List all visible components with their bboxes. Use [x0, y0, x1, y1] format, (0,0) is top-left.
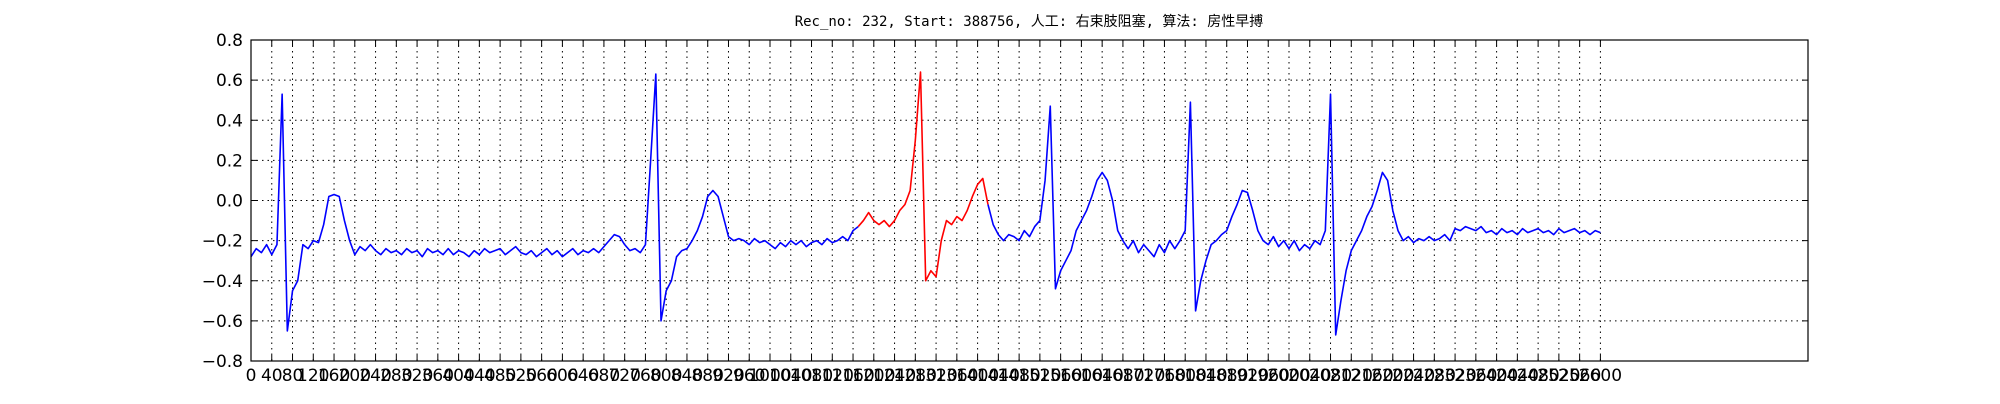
- x-tick-label: 560: [525, 366, 557, 386]
- x-tick-label: 360: [422, 366, 454, 386]
- x-tick-label: 1560: [1039, 366, 1082, 386]
- y-tick-label: −0.2: [202, 232, 243, 252]
- x-tick-label: 2360: [1454, 366, 1497, 386]
- x-tick-label: 840: [671, 366, 703, 386]
- x-tick-label: 520: [505, 366, 537, 386]
- x-tick-label: 960: [733, 366, 765, 386]
- y-tick-label: −0.4: [202, 272, 243, 292]
- x-tick-label: 1280: [894, 366, 937, 386]
- x-tick-label: 1960: [1247, 366, 1290, 386]
- x-tick-label: 2200: [1371, 366, 1414, 386]
- x-tick-label: 0: [246, 366, 257, 386]
- x-tick-label: 1760: [1143, 366, 1186, 386]
- ecg-line: [857, 71, 989, 282]
- plot-frame: [250, 39, 1809, 362]
- x-tick-label: 1400: [956, 366, 999, 386]
- x-tick-label: 2040: [1288, 366, 1331, 386]
- x-tick-label: 1480: [997, 366, 1040, 386]
- y-tick-label: 0.0: [216, 192, 243, 212]
- ecg-line: [250, 73, 1601, 336]
- x-tick-label: 2440: [1496, 366, 1539, 386]
- y-tick-label: 0.4: [216, 111, 243, 131]
- x-tick-label: 1120: [811, 366, 854, 386]
- x-tick-label: 320: [401, 366, 433, 386]
- x-tick-label: 1320: [914, 366, 957, 386]
- x-tick-label: 2320: [1433, 366, 1476, 386]
- x-tick-label: 800: [650, 366, 682, 386]
- x-tick-label: 1800: [1164, 366, 1207, 386]
- x-tick-label: 1360: [935, 366, 978, 386]
- x-tick-label: 80: [282, 366, 304, 386]
- x-tick-label: 120: [297, 366, 329, 386]
- x-tick-label: 1080: [790, 366, 833, 386]
- x-tick-label: 920: [712, 366, 744, 386]
- y-tick-label: 0.8: [216, 31, 243, 51]
- y-tick-label: −0.8: [202, 352, 243, 372]
- x-tick-label: 160: [318, 366, 350, 386]
- y-tick-label: 0.6: [216, 71, 243, 91]
- x-tick-label: 200: [339, 366, 371, 386]
- x-tick-label: 40: [261, 366, 283, 386]
- x-tick-label: 1000: [748, 366, 791, 386]
- x-tick-label: 640: [567, 366, 599, 386]
- x-tick-label: 2600: [1579, 366, 1622, 386]
- x-tick-label: 2080: [1309, 366, 1352, 386]
- x-tick-label: 1880: [1205, 366, 1248, 386]
- x-tick-label: 880: [691, 366, 723, 386]
- x-tick-label: 1440: [977, 366, 1020, 386]
- x-tick-label: 2240: [1392, 366, 1435, 386]
- x-tick-label: 1160: [831, 366, 874, 386]
- x-tick-label: 2280: [1413, 366, 1456, 386]
- x-tick-label: 1920: [1226, 366, 1269, 386]
- x-tick-label: 1600: [1060, 366, 1103, 386]
- x-tick-label: 1240: [873, 366, 916, 386]
- chart-title: Rec_no: 232, Start: 388756, 人工: 右束肢阻塞, 算…: [795, 13, 1264, 30]
- x-tick-label: 2400: [1475, 366, 1518, 386]
- x-tick-label: 1680: [1101, 366, 1144, 386]
- plot-area: [251, 40, 1808, 361]
- x-tick-label: 400: [442, 366, 474, 386]
- x-tick-label: 2520: [1537, 366, 1580, 386]
- x-tick-label: 680: [588, 366, 620, 386]
- x-tick-label: 1040: [769, 366, 812, 386]
- x-tick-label: 2480: [1516, 366, 1559, 386]
- x-tick-label: 2160: [1350, 366, 1393, 386]
- x-tick-label: 2120: [1330, 366, 1373, 386]
- x-tick-label: 600: [546, 366, 578, 386]
- y-tick-label: 0.2: [216, 151, 243, 171]
- y-tick-label: −0.6: [202, 312, 243, 332]
- x-tick-label: 720: [608, 366, 640, 386]
- x-tick-label: 1640: [1081, 366, 1124, 386]
- x-tick-label: 1840: [1184, 366, 1227, 386]
- x-tick-label: 240: [359, 366, 391, 386]
- x-tick-label: 480: [484, 366, 516, 386]
- x-tick-label: 1200: [852, 366, 895, 386]
- x-tick-label: 1720: [1122, 366, 1165, 386]
- x-tick-label: 2000: [1267, 366, 1310, 386]
- x-tick-label: 440: [463, 366, 495, 386]
- x-tick-label: 280: [380, 366, 412, 386]
- x-tick-label: 760: [629, 366, 661, 386]
- x-tick-label: 1520: [1018, 366, 1061, 386]
- x-tick-label: 2560: [1558, 366, 1601, 386]
